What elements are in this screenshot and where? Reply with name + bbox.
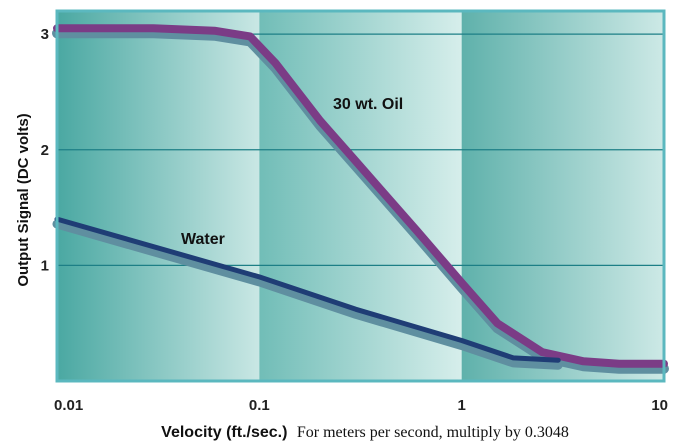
y-tick-labels: 1 2 3 [41, 26, 49, 274]
plot-frame [55, 9, 666, 383]
x-axis-label-note: For meters per second, multiply by 0.304… [297, 424, 569, 441]
y-axis-label: Output Signal (DC volts) [15, 113, 32, 286]
x-axis-label: Velocity (ft./sec.) For meters per secon… [161, 424, 569, 441]
y-tick-label: 3 [41, 26, 49, 43]
y-tick-label: 1 [41, 257, 49, 274]
decade-bands [57, 11, 664, 381]
x-tick-label: 1 [457, 397, 465, 414]
x-tick-label: 10 [651, 397, 668, 414]
decade-band [57, 11, 260, 381]
water-series-line [54, 216, 561, 363]
x-tick-label: 0.01 [54, 397, 83, 414]
annotation-oil: 30 wt. Oil [333, 96, 403, 113]
x-tick-label: 0.1 [249, 397, 270, 414]
annotation-water: Water [181, 231, 225, 248]
x-tick-labels: 0.01 0.1 1 10 [54, 397, 668, 414]
y-tick-label: 2 [41, 142, 49, 159]
series-shadow [52, 219, 563, 370]
series-lines [52, 24, 669, 374]
x-axis-label-main: Velocity (ft./sec.) [161, 424, 287, 441]
oil-series-line [53, 24, 668, 368]
decade-band [259, 11, 462, 381]
